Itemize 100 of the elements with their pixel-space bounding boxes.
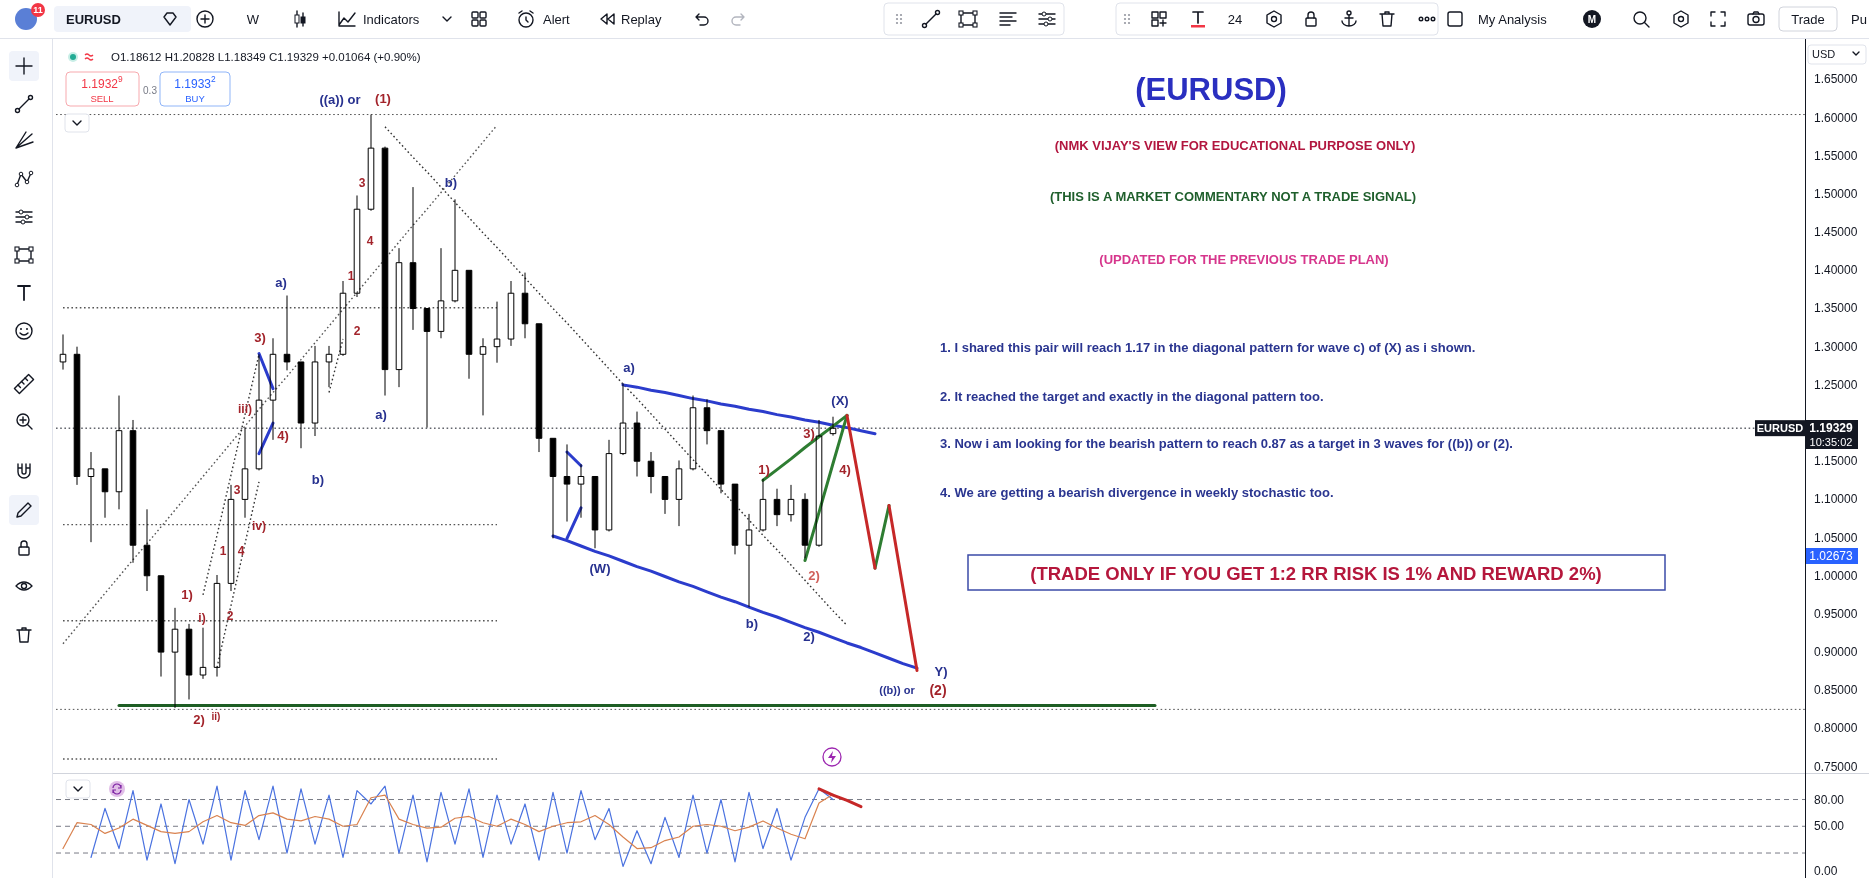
text: My Analysis xyxy=(1478,11,1548,27)
candlestick xyxy=(157,575,165,678)
annotation: ((b)) or xyxy=(879,684,916,696)
candlestick xyxy=(535,323,543,453)
candlestick xyxy=(465,269,473,380)
annotation: 0.3 xyxy=(143,84,158,96)
y-tick-label: 1.25000 xyxy=(1814,377,1858,392)
annotation: (THIS IS A MARKET COMMENTARY NOT A TRADE SIGNAL) xyxy=(1049,188,1417,204)
line-series xyxy=(62,793,834,850)
candlestick xyxy=(591,475,599,549)
y-tick-label: 0.95000 xyxy=(1814,606,1858,621)
annotation: b) xyxy=(311,471,325,487)
annotation: (TRADE ONLY IF YOU GET 1:2 RR RISK IS 1% AND REWARD 2%) xyxy=(1030,562,1602,584)
text: USD xyxy=(1812,48,1836,60)
y-tick-label: 1.10000 xyxy=(1814,492,1858,507)
annotation: 2) xyxy=(808,567,820,583)
y-tick-label: 0.90000 xyxy=(1814,645,1858,660)
candlestick xyxy=(703,398,711,445)
annotation: 1.1933$^{2}$ xyxy=(174,74,217,91)
candlestick xyxy=(633,411,641,477)
text: Replay xyxy=(621,11,662,27)
candlestick xyxy=(353,194,361,298)
y-tick-label: 1.55000 xyxy=(1814,148,1858,163)
annotation: (1) xyxy=(375,90,391,106)
candlestick xyxy=(549,437,557,539)
y-tick-label: 1.30000 xyxy=(1814,339,1858,354)
candlestick xyxy=(717,430,725,494)
annotation: ii) xyxy=(211,710,221,722)
annotation: 1 xyxy=(219,544,227,558)
candlestick xyxy=(661,475,669,515)
candlestick xyxy=(381,146,389,397)
y-tick-label: 0.00 xyxy=(1814,863,1838,878)
y-tick-label: 1.40000 xyxy=(1814,263,1858,278)
annotation: 4 xyxy=(366,234,374,248)
text: EURUSD xyxy=(66,11,121,27)
annotation: 3) xyxy=(254,329,266,345)
candlestick xyxy=(563,443,571,523)
candlestick xyxy=(731,483,739,555)
y-tick-label: 50.00 xyxy=(1814,819,1845,834)
annotation: a) xyxy=(375,406,387,422)
line-series xyxy=(817,787,863,809)
annotation: 2) xyxy=(803,628,815,644)
text: Alert xyxy=(543,11,571,27)
annotation: ((a)) or xyxy=(319,91,361,107)
y-tick-label: 1.05000 xyxy=(1814,530,1858,545)
annotation: (X) xyxy=(831,392,849,408)
candlestick xyxy=(521,272,529,339)
annotation: BUY xyxy=(185,92,206,104)
annotation: 4 xyxy=(237,544,245,558)
candlestick xyxy=(297,361,305,449)
annotation: 2 xyxy=(353,324,361,338)
annotation: 2 xyxy=(226,609,234,623)
annotation: SELL xyxy=(90,92,114,104)
candlestick xyxy=(101,468,109,519)
candlestick xyxy=(801,492,809,559)
annotation: a) xyxy=(623,359,635,375)
text: 10:35:02 xyxy=(1809,436,1853,448)
y-tick-label: 80.00 xyxy=(1814,792,1845,807)
candlestick xyxy=(829,416,837,437)
annotation: 1 xyxy=(347,269,355,283)
candlestick xyxy=(129,419,137,564)
candlestick xyxy=(689,395,697,471)
candlestick xyxy=(605,439,613,532)
text: Trade xyxy=(1791,11,1825,27)
candlestick xyxy=(647,451,655,494)
annotation: 4) xyxy=(277,427,289,443)
annotation: iv) xyxy=(251,519,267,533)
annotation: 1) xyxy=(181,586,193,602)
annotation: 1. I shared this pair will reach 1.17 in the diagonal pattern for wave c) of (X) as i shown. xyxy=(940,339,1476,355)
annotation: b) xyxy=(444,174,458,190)
annotation: O1.18612 H1.20828 L1.18349 C1.19329 +0.01064 (+0.90%) xyxy=(111,51,421,63)
line-series xyxy=(62,124,498,645)
y-tick-label: 1.65000 xyxy=(1814,72,1858,87)
annotation: 3) xyxy=(803,425,815,441)
y-tick-label: 1.35000 xyxy=(1814,301,1858,316)
annotation: 2) xyxy=(193,711,205,727)
y-tick-label: 1.50000 xyxy=(1814,186,1858,201)
annotation: Y) xyxy=(934,663,948,679)
candlestick xyxy=(73,346,81,486)
annotation: 4. We are getting a bearish divergence in weekly stochastic too. xyxy=(940,484,1334,500)
annotation: 2. It reached the target and exactly in the diagonal pattern too. xyxy=(940,388,1324,404)
text: Indicators xyxy=(363,11,420,27)
annotation: 3 xyxy=(233,483,241,497)
annotation: (UPDATED FOR THE PREVIOUS TRADE PLAN) xyxy=(1099,251,1389,267)
text: W xyxy=(246,11,260,27)
text: 24 xyxy=(1227,11,1243,27)
y-tick-label: 1.15000 xyxy=(1814,454,1858,469)
y-tick-label: 1.45000 xyxy=(1814,225,1858,240)
candlestick xyxy=(773,488,781,527)
annotation: 1) xyxy=(758,461,770,477)
candlestick xyxy=(143,508,151,592)
y-tick-label: 0.85000 xyxy=(1814,683,1858,698)
text: M xyxy=(1587,13,1597,25)
text: (EURUSD) xyxy=(1135,71,1287,107)
y-tick-label: 0.80000 xyxy=(1814,721,1858,736)
text: 1.02673 xyxy=(1809,549,1854,563)
candlestick xyxy=(409,186,417,331)
candlestick xyxy=(283,295,291,371)
candlestick xyxy=(815,419,823,548)
candlestick xyxy=(185,623,193,700)
